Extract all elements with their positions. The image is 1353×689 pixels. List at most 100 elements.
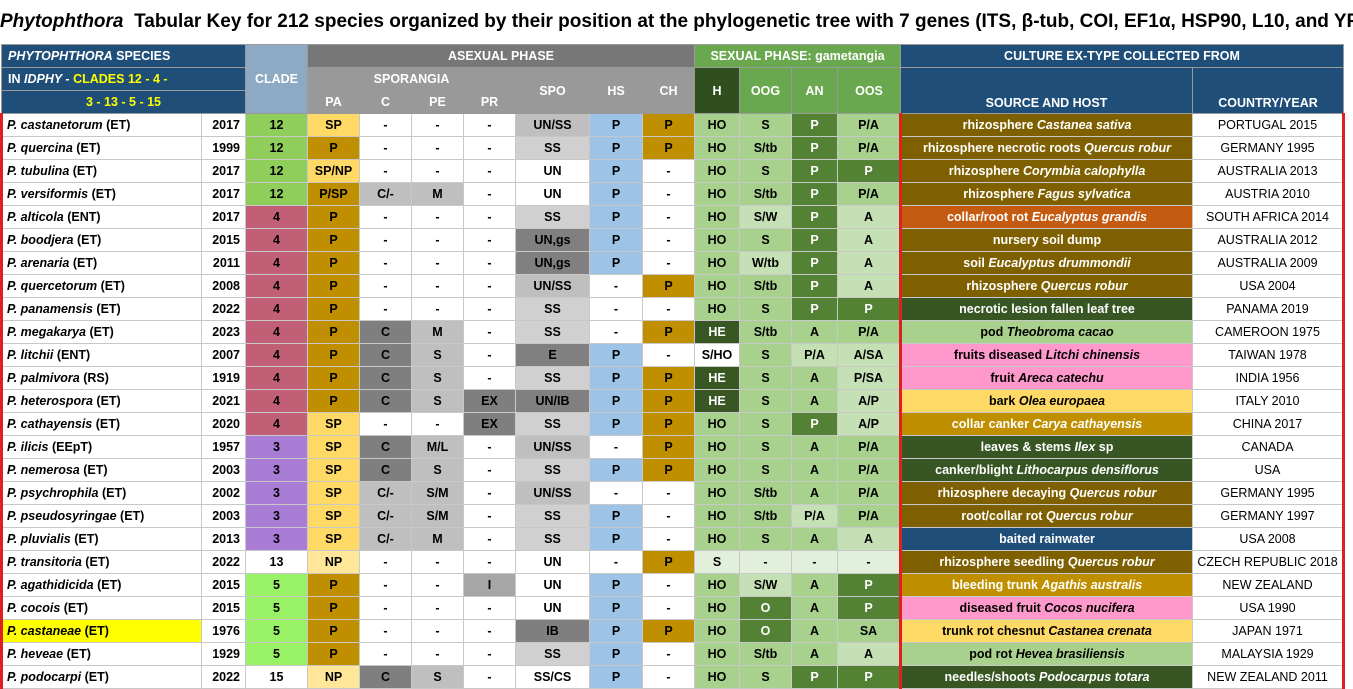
cell-c: - [359, 642, 412, 666]
cell-c: C/- [359, 527, 412, 551]
table-row: P. castaneae (ET) 1976 5 P - - - IB P P HO O A SA trun… [0, 619, 1345, 643]
cell-c: C [359, 435, 412, 459]
header-oos: OOS [837, 67, 901, 114]
cell-pr: - [463, 596, 516, 620]
table-row: P. palmivora (RS) 1919 4 P C S - SS P P HE S A P/SA fr… [0, 366, 1345, 390]
host-source-text: pod [980, 325, 1007, 339]
species-type-tag: (ENT) [56, 348, 91, 362]
source-and-host: collar/root rot Eucalyptus grandis [899, 205, 1193, 229]
header-sporangia: SPORANGIA [307, 67, 516, 91]
species-type-tag: (ET) [101, 486, 127, 500]
cell-an: P [791, 297, 838, 321]
species-epithet: P. megakarya [7, 325, 86, 339]
country-year: GERMANY 1995 [1192, 481, 1345, 505]
source-and-host: collar canker Carya cathayensis [899, 412, 1193, 436]
clade-number: 3 [245, 481, 308, 505]
cell-an: P/A [791, 343, 838, 367]
cell-oos: P [837, 297, 901, 321]
cell-spo: UN/SS [515, 435, 590, 459]
country-year: AUSTRIA 2010 [1192, 182, 1345, 206]
cell-h: HE [694, 320, 740, 344]
host-species-name: Areca catechu [1018, 371, 1104, 385]
species-epithet: P. quercetorum [7, 279, 98, 293]
cell-h: HO [694, 297, 740, 321]
header-species-line1: PHYTOPHTHORA SPECIES [1, 44, 246, 68]
cell-ch: - [642, 228, 695, 252]
source-and-host: rhizosphere Corymbia calophylla [899, 159, 1193, 183]
cell-pe: S/M [411, 481, 464, 505]
source-and-host: pod rot Hevea brasiliensis [899, 642, 1193, 666]
host-source-text: rhizosphere [966, 279, 1041, 293]
cell-h: HE [694, 389, 740, 413]
table-row: P. ilicis (EEpT) 1957 3 SP C M/L - UN/SS - P HO S A P… [0, 435, 1345, 459]
header-an: AN [791, 67, 838, 114]
host-species-name: Lithocarpus densiflorus [1016, 463, 1159, 477]
cell-oog: S [739, 343, 792, 367]
clade-number: 12 [245, 113, 308, 137]
species-epithet: P. litchii [7, 348, 54, 362]
cell-hs: - [589, 274, 643, 298]
cell-spo: SS [515, 320, 590, 344]
species-type-tag: (ET) [76, 233, 102, 247]
cell-ch: P [642, 320, 695, 344]
species-type-tag: (ET) [96, 394, 121, 408]
country-year: PANAMA 2019 [1192, 297, 1345, 321]
description-year: 2022 [201, 297, 246, 321]
species-name: P. quercina (ET) [0, 136, 202, 160]
cell-pa: P [307, 320, 360, 344]
cell-c: C [359, 320, 412, 344]
cell-ch: P [642, 435, 695, 459]
species-epithet: P. cathayensis [7, 417, 93, 431]
host-species-name: Podocarpus totara [1039, 670, 1150, 684]
cell-oos: P [837, 573, 901, 597]
cell-pe: - [411, 251, 464, 275]
cell-pa: P [307, 642, 360, 666]
cell-c: - [359, 596, 412, 620]
species-epithet: P. pseudosyringae [7, 509, 117, 523]
description-year: 1957 [201, 435, 246, 459]
cell-spo: SS [515, 504, 590, 528]
source-and-host: pod Theobroma cacao [899, 320, 1193, 344]
clade-number: 4 [245, 389, 308, 413]
cell-ch: - [642, 182, 695, 206]
species-type-tag: (ET) [76, 141, 101, 155]
host-species-name: Quercus robur [1040, 279, 1128, 293]
cell-pe: - [411, 619, 464, 643]
cell-oog: S [739, 412, 792, 436]
species-type-tag: (ET) [120, 509, 145, 523]
cell-h: HO [694, 619, 740, 643]
cell-hs: P [589, 642, 643, 666]
cell-hs: P [589, 619, 643, 643]
cell-hs: - [589, 550, 643, 574]
cell-pe: S [411, 343, 464, 367]
species-name: P. castaneae (ET) [0, 619, 202, 643]
cell-pe: - [411, 274, 464, 298]
species-name: P. ilicis (EEpT) [0, 435, 202, 459]
cell-pe: - [411, 228, 464, 252]
country-year: USA [1192, 458, 1345, 482]
cell-spo: SS [515, 136, 590, 160]
cell-oos: A [837, 251, 901, 275]
species-type-tag: (ET) [72, 164, 98, 178]
cell-hs: P [589, 366, 643, 390]
cell-pr: - [463, 550, 516, 574]
cell-pa: P [307, 389, 360, 413]
host-source-text: soil [963, 256, 989, 270]
cell-pe: - [411, 297, 464, 321]
species-epithet: P. quercina [7, 141, 73, 155]
tabular-key-table: PHYTOPHTHORA SPECIES CLADE ASEXUAL PHASE… [0, 44, 1345, 689]
clade-number: 3 [245, 504, 308, 528]
cell-pa: SP/NP [307, 159, 360, 183]
cell-h: HO [694, 205, 740, 229]
host-species-name: Quercus robur [1084, 141, 1171, 155]
description-year: 2008 [201, 274, 246, 298]
cell-h: HO [694, 136, 740, 160]
cell-oog: S [739, 159, 792, 183]
source-and-host: needles/shoots Podocarpus totara [899, 665, 1193, 689]
cell-pr: - [463, 619, 516, 643]
cell-c: C [359, 665, 412, 689]
cell-hs: P [589, 159, 643, 183]
cell-c: C/- [359, 481, 412, 505]
cell-ch: P [642, 619, 695, 643]
